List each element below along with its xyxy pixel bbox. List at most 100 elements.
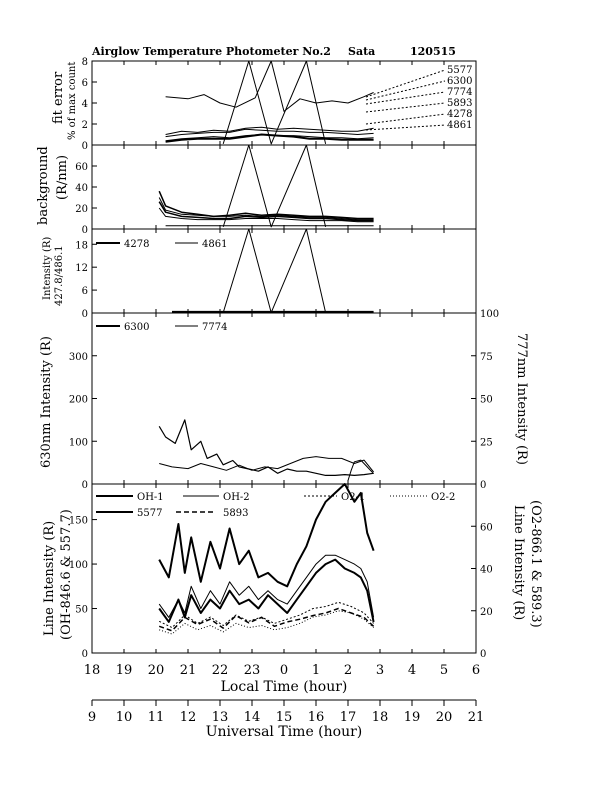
- chart-marks: 18 19 20 21 22 23 0 1 2 3 4 5 69 10 11 12 13 14 15 16 17 18 19…: [69, 57, 499, 725]
- blue-ylabel-2: 427.8/486.1: [54, 245, 65, 306]
- y-tick-label: 0: [82, 649, 88, 660]
- fit-legend-label: 7774: [447, 87, 472, 98]
- y-right-tick-label: 40: [480, 565, 493, 576]
- panel-blue-frame: [91, 228, 477, 314]
- fit-legend-label: 4278: [447, 109, 472, 120]
- ut-tick-label: 11: [148, 710, 165, 725]
- line-ylabel-left-1: Line Intensity (R): [42, 521, 57, 636]
- local-tick-label: 6: [472, 663, 480, 678]
- series-bg-5893: [158, 207, 374, 223]
- fit-legend-leader: [365, 113, 446, 125]
- local-tick-label: 20: [148, 663, 165, 678]
- station-name: Sata: [348, 45, 375, 58]
- local-tick-label: 21: [180, 663, 197, 678]
- ut-tick-label: 20: [436, 710, 453, 725]
- series-red-6300: [158, 419, 374, 476]
- y-tick-label: 4: [82, 99, 88, 110]
- red-legend-label-6300: 6300: [124, 322, 149, 333]
- fit-legend-label: 6300: [447, 76, 472, 87]
- ut-tick-label: 19: [404, 710, 421, 725]
- local-tick-label: 22: [212, 663, 229, 678]
- red-ylabel-left: 630nm Intensity (R): [39, 336, 54, 468]
- local-tick-label: 3: [376, 663, 384, 678]
- y-tick-label: 200: [69, 395, 88, 406]
- red-ylabel-right: 777nm Intensity (R): [514, 333, 529, 465]
- y-tick-label: 12: [75, 263, 88, 274]
- ut-tick-label: 18: [372, 710, 389, 725]
- local-time-label: Local Time (hour): [221, 679, 348, 695]
- y-tick-label: 6: [82, 78, 88, 89]
- y-tick-label: 100: [69, 560, 88, 571]
- y-right-tick-label: 60: [480, 522, 493, 533]
- ut-tick-label: 14: [244, 710, 261, 725]
- fit-legend-label: 5893: [447, 98, 472, 109]
- series-blue-4861: [222, 228, 327, 314]
- series-red-7774-spike: [347, 459, 374, 481]
- y-tick-label: 8: [82, 57, 88, 68]
- y-right-tick-label: 25: [480, 437, 493, 448]
- y-tick-label: 150: [69, 516, 88, 527]
- y-right-tick-label: 75: [480, 352, 493, 363]
- line-legend-label-o22: O2-2: [431, 492, 455, 503]
- fit-ylabel-2: % of max count: [67, 62, 78, 140]
- line-ylabel-left-2: (OH-846.6 & 557.7): [59, 509, 74, 640]
- fit-legend-leader: [365, 102, 446, 113]
- local-tick-label: 23: [244, 663, 261, 678]
- y-tick-label: 18: [75, 240, 88, 251]
- line-legend-label-o21: O2-1: [341, 492, 365, 503]
- local-tick-label: 19: [116, 663, 133, 678]
- line-ylabel-right-2: (O2-866.1 & 589.3): [528, 500, 543, 628]
- series-red-7774: [159, 456, 374, 473]
- ut-tick-label: 17: [340, 710, 357, 725]
- y-right-tick-label: 20: [480, 607, 493, 618]
- blue-legend-label-4278: 4278: [124, 239, 149, 250]
- fit-legend-leader: [365, 80, 446, 101]
- series-fit-5893: [165, 134, 374, 142]
- line-legend-label-5577: 5577: [137, 508, 162, 519]
- y-tick-label: 0: [82, 480, 88, 491]
- fit-legend-label: 4861: [447, 120, 472, 131]
- fit-legend-leader: [365, 124, 446, 131]
- y-tick-label: 100: [69, 437, 88, 448]
- y-tick-label: 300: [69, 352, 88, 363]
- ut-tick-label: 21: [468, 710, 485, 725]
- fit-ylabel-1: fit error: [51, 71, 66, 124]
- series-line-5577: [158, 558, 375, 623]
- bg-ylabel-1: background: [36, 146, 51, 225]
- series-fit-4278: [165, 60, 374, 112]
- series-fit-6300: [165, 128, 374, 138]
- line-legend-label-5893: 5893: [223, 508, 248, 519]
- series-line-oh-1: [158, 483, 375, 588]
- ut-tick-label: 16: [308, 710, 325, 725]
- series-bg-4278: [222, 144, 327, 228]
- series-line-5893: [158, 607, 375, 632]
- y-tick-label: 20: [75, 204, 88, 215]
- panel-fit-frame: [91, 60, 477, 146]
- fit-legend-label: 5577: [447, 65, 472, 76]
- local-tick-label: 5: [440, 663, 448, 678]
- line-ylabel-right-1: Line Intensity (R): [511, 505, 526, 620]
- local-tick-label: 2: [344, 663, 352, 678]
- ut-tick-label: 10: [116, 710, 133, 725]
- y-right-tick-label: 0: [480, 649, 486, 660]
- y-tick-label: 0: [82, 309, 88, 320]
- series-line-o2-2: [159, 610, 374, 635]
- series-line-o2-1: [158, 601, 374, 629]
- series-bg-7774: [158, 201, 374, 222]
- chart-title: Airglow Temperature Photometer No.2: [91, 45, 331, 58]
- fit-legend-leader: [365, 91, 446, 105]
- ut-tick-label: 12: [180, 710, 197, 725]
- series-fit-5577: [165, 126, 374, 135]
- blue-ylabel-1: Intensity (R): [42, 237, 53, 300]
- y-right-tick-label: 100: [480, 309, 499, 320]
- y-tick-label: 6: [82, 286, 88, 297]
- panel-red-frame: [91, 312, 477, 485]
- ut-tick-label: 9: [88, 710, 96, 725]
- line-legend-label-oh2: OH-2: [223, 492, 250, 503]
- y-tick-label: 50: [75, 605, 88, 616]
- ut-label: Universal Time (hour): [206, 724, 363, 740]
- y-tick-label: 40: [75, 183, 88, 194]
- red-legend-label-7774: 7774: [202, 322, 227, 333]
- local-tick-label: 0: [280, 663, 288, 678]
